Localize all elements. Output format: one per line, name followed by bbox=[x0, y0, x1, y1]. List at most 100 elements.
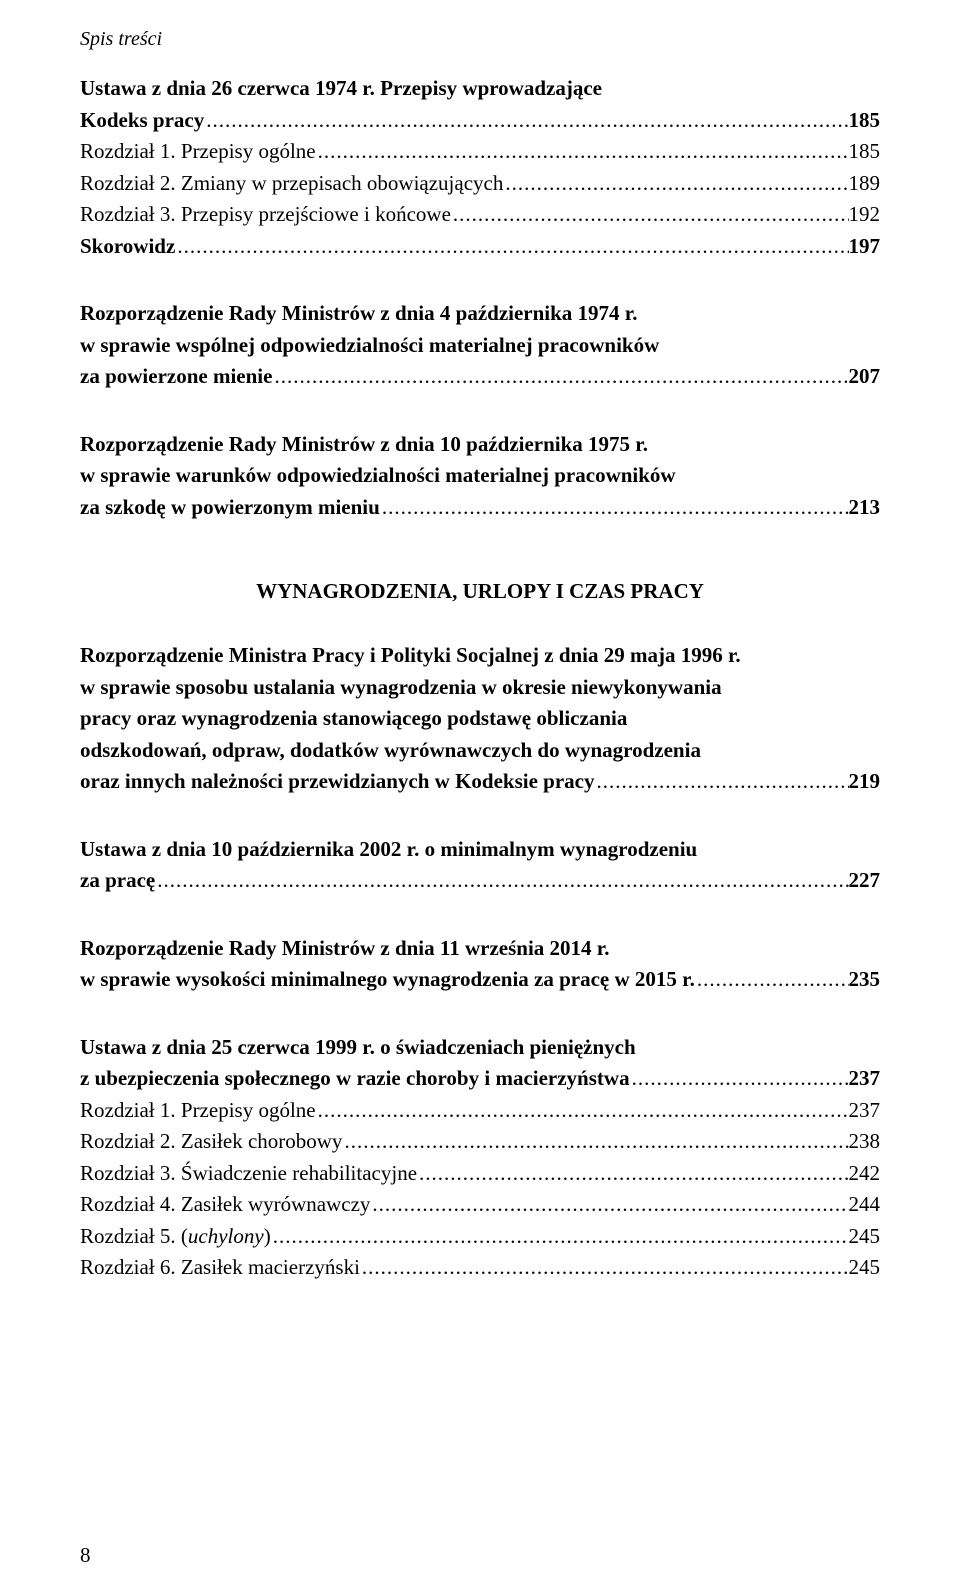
toc-entry-label: Rozdział 6. Zasiłek macierzyński bbox=[80, 1252, 360, 1284]
toc-entry-line: Ustawa z dnia 26 czerwca 1974 r. Przepis… bbox=[80, 73, 880, 105]
toc-entry-label: Skorowidz bbox=[80, 231, 175, 263]
toc-entry: w sprawie wysokości minimalnego wynagrod… bbox=[80, 964, 880, 996]
toc-entry-page: 207 bbox=[849, 361, 881, 393]
toc-entry: Rozdział 3. Przepisy przejściowe i końco… bbox=[80, 199, 880, 231]
toc-entry-page: 189 bbox=[849, 168, 881, 200]
toc-leader-dots bbox=[316, 1095, 849, 1127]
toc-leader-dots bbox=[451, 199, 849, 231]
toc-entry-page: 245 bbox=[849, 1252, 881, 1284]
toc-leader-dots bbox=[155, 865, 848, 897]
toc-entry-line: Ustawa z dnia 10 października 2002 r. o … bbox=[80, 834, 880, 866]
toc-block: Rozporządzenie Ministra Pracy i Polityki… bbox=[80, 640, 880, 798]
toc-leader-dots bbox=[695, 964, 849, 996]
toc-entry-line: Rozporządzenie Ministra Pracy i Polityki… bbox=[80, 640, 880, 672]
toc-block: Rozdział 2. Zasiłek chorobowy 238 bbox=[80, 1126, 880, 1158]
toc-entry-page: 242 bbox=[849, 1158, 881, 1190]
toc-entry-page: 244 bbox=[849, 1189, 881, 1221]
toc-block: Rozdział 6. Zasiłek macierzyński 245 bbox=[80, 1252, 880, 1284]
toc-leader-dots bbox=[380, 492, 849, 524]
toc-leader-dots bbox=[316, 136, 849, 168]
toc-block: Rozporządzenie Rady Ministrów z dnia 11 … bbox=[80, 933, 880, 996]
running-header: Spis treści bbox=[80, 28, 880, 51]
toc-block: Ustawa z dnia 10 października 2002 r. o … bbox=[80, 834, 880, 897]
toc-block: Rozdział 5. (uchylony) 245 bbox=[80, 1221, 880, 1253]
toc-entry: Skorowidz 197 bbox=[80, 231, 880, 263]
toc-entry-page: 219 bbox=[849, 766, 881, 798]
toc-entry: z ubezpieczenia społecznego w razie chor… bbox=[80, 1063, 880, 1095]
toc-entry: Rozdział 5. (uchylony) 245 bbox=[80, 1221, 880, 1253]
toc-entry-page: 185 bbox=[849, 136, 881, 168]
page-number: 8 bbox=[80, 1543, 91, 1568]
toc-leader-dots bbox=[271, 1221, 849, 1253]
toc-leader-dots bbox=[272, 361, 848, 393]
toc-entry: za pracę 227 bbox=[80, 865, 880, 897]
toc-entry-page: 185 bbox=[849, 105, 881, 137]
toc-entry-line: Rozporządzenie Rady Ministrów z dnia 11 … bbox=[80, 933, 880, 965]
toc-entry: Rozdział 6. Zasiłek macierzyński 245 bbox=[80, 1252, 880, 1284]
toc-entry-page: 237 bbox=[849, 1095, 881, 1127]
toc-entry-label: za pracę bbox=[80, 865, 155, 897]
toc-entry-line: w sprawie sposobu ustalania wynagrodzeni… bbox=[80, 672, 880, 704]
toc-entry-label: z ubezpieczenia społecznego w razie chor… bbox=[80, 1063, 630, 1095]
toc-block: Ustawa z dnia 26 czerwca 1974 r. Przepis… bbox=[80, 73, 880, 136]
toc-entry-page: 238 bbox=[849, 1126, 881, 1158]
toc-entry-label: Kodeks pracy bbox=[80, 105, 204, 137]
toc-entry-line: w sprawie wspólnej odpowiedzialności mat… bbox=[80, 330, 880, 362]
table-of-contents: Ustawa z dnia 26 czerwca 1974 r. Przepis… bbox=[80, 73, 880, 1284]
toc-leader-dots bbox=[630, 1063, 849, 1095]
toc-leader-dots bbox=[503, 168, 848, 200]
toc-entry: oraz innych należności przewidzianych w … bbox=[80, 766, 880, 798]
toc-block: Rozporządzenie Rady Ministrów z dnia 4 p… bbox=[80, 298, 880, 393]
toc-entry-line: odszkodowań, odpraw, dodatków wyrównawcz… bbox=[80, 735, 880, 767]
toc-entry-label: Rozdział 3. Przepisy przejściowe i końco… bbox=[80, 199, 451, 231]
toc-entry-page: 245 bbox=[849, 1221, 881, 1253]
toc-leader-dots bbox=[204, 105, 848, 137]
toc-entry: Kodeks pracy 185 bbox=[80, 105, 880, 137]
toc-entry-label: Rozdział 3. Świadczenie rehabilitacyjne bbox=[80, 1158, 417, 1190]
toc-entry: za powierzone mienie 207 bbox=[80, 361, 880, 393]
toc-entry-line: w sprawie warunków odpowiedzialności mat… bbox=[80, 460, 880, 492]
toc-entry-label: Rozdział 4. Zasiłek wyrównawczy bbox=[80, 1189, 370, 1221]
toc-block: Rozporządzenie Rady Ministrów z dnia 10 … bbox=[80, 429, 880, 524]
toc-block: Rozdział 3. Świadczenie rehabilitacyjne 2… bbox=[80, 1158, 880, 1190]
toc-entry-page: 213 bbox=[849, 492, 881, 524]
toc-entry-line: Rozporządzenie Rady Ministrów z dnia 10 … bbox=[80, 429, 880, 461]
toc-leader-dots bbox=[360, 1252, 849, 1284]
toc-entry: Rozdział 2. Zasiłek chorobowy 238 bbox=[80, 1126, 880, 1158]
toc-entry-page: 237 bbox=[849, 1063, 881, 1095]
toc-entry-label: w sprawie wysokości minimalnego wynagrod… bbox=[80, 964, 695, 996]
toc-block: Skorowidz 197 bbox=[80, 231, 880, 263]
toc-entry-label: Rozdział 5. (uchylony) bbox=[80, 1221, 271, 1253]
toc-entry-page: 197 bbox=[849, 231, 881, 263]
toc-entry-label: za powierzone mienie bbox=[80, 361, 272, 393]
toc-block: Rozdział 1. Przepisy ogólne 185 bbox=[80, 136, 880, 168]
toc-entry-label: Rozdział 2. Zmiany w przepisach obowiązu… bbox=[80, 168, 503, 200]
toc-entry-line: Ustawa z dnia 25 czerwca 1999 r. o świad… bbox=[80, 1032, 880, 1064]
toc-leader-dots bbox=[594, 766, 848, 798]
toc-entry: Rozdział 1. Przepisy ogólne 185 bbox=[80, 136, 880, 168]
toc-leader-dots bbox=[370, 1189, 848, 1221]
toc-entry-label: oraz innych należności przewidzianych w … bbox=[80, 766, 594, 798]
toc-entry-line: pracy oraz wynagrodzenia stanowiącego po… bbox=[80, 703, 880, 735]
toc-leader-dots bbox=[417, 1158, 848, 1190]
toc-entry-label: Rozdział 1. Przepisy ogólne bbox=[80, 136, 316, 168]
toc-entry-line: Rozporządzenie Rady Ministrów z dnia 4 p… bbox=[80, 298, 880, 330]
toc-entry: Rozdział 4. Zasiłek wyrównawczy 244 bbox=[80, 1189, 880, 1221]
toc-block: Rozdział 4. Zasiłek wyrównawczy 244 bbox=[80, 1189, 880, 1221]
toc-entry-page: 235 bbox=[849, 964, 881, 996]
toc-leader-dots bbox=[342, 1126, 848, 1158]
toc-entry: Rozdział 2. Zmiany w przepisach obowiązu… bbox=[80, 168, 880, 200]
toc-block: Rozdział 2. Zmiany w przepisach obowiązu… bbox=[80, 168, 880, 200]
toc-leader-dots bbox=[175, 231, 848, 263]
toc-block: Rozdział 3. Przepisy przejściowe i końco… bbox=[80, 199, 880, 231]
toc-entry-page: 227 bbox=[849, 865, 881, 897]
toc-entry-label: Rozdział 2. Zasiłek chorobowy bbox=[80, 1126, 342, 1158]
toc-entry-label: Rozdział 1. Przepisy ogólne bbox=[80, 1095, 316, 1127]
toc-block: Rozdział 1. Przepisy ogólne 237 bbox=[80, 1095, 880, 1127]
toc-entry-label: za szkodę w powierzonym mieniu bbox=[80, 492, 380, 524]
toc-entry: Rozdział 3. Świadczenie rehabilitacyjne 2… bbox=[80, 1158, 880, 1190]
toc-entry: Rozdział 1. Przepisy ogólne 237 bbox=[80, 1095, 880, 1127]
toc-entry-page: 192 bbox=[849, 199, 881, 231]
section-title: WYNAGRODZENIA, URLOPY I CZAS PRACY bbox=[80, 579, 880, 604]
toc-entry: za szkodę w powierzonym mieniu 213 bbox=[80, 492, 880, 524]
